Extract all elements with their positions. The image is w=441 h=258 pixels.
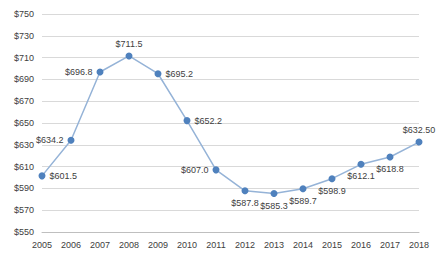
svg-text:2013: 2013 bbox=[264, 240, 284, 250]
svg-text:$652.2: $652.2 bbox=[195, 116, 223, 126]
svg-text:$730: $730 bbox=[14, 31, 34, 41]
svg-text:2005: 2005 bbox=[32, 240, 52, 250]
svg-text:2006: 2006 bbox=[61, 240, 81, 250]
svg-text:2010: 2010 bbox=[177, 240, 197, 250]
svg-text:$630: $630 bbox=[14, 140, 34, 150]
svg-text:$650: $650 bbox=[14, 118, 34, 128]
svg-text:$710: $710 bbox=[14, 53, 34, 63]
svg-text:$585.3: $585.3 bbox=[260, 201, 288, 211]
svg-text:$612.1: $612.1 bbox=[347, 171, 375, 181]
svg-text:$598.9: $598.9 bbox=[318, 186, 346, 196]
svg-text:$711.5: $711.5 bbox=[116, 39, 143, 49]
svg-text:$587.8: $587.8 bbox=[231, 198, 259, 208]
svg-text:$570: $570 bbox=[14, 205, 34, 215]
svg-text:$550: $550 bbox=[14, 227, 34, 237]
svg-text:$695.2: $695.2 bbox=[166, 69, 194, 79]
svg-text:2009: 2009 bbox=[148, 240, 168, 250]
svg-text:$590: $590 bbox=[14, 183, 34, 193]
svg-text:$610: $610 bbox=[14, 162, 34, 172]
svg-text:2017: 2017 bbox=[380, 240, 400, 250]
svg-text:2012: 2012 bbox=[235, 240, 255, 250]
svg-text:$607.0: $607.0 bbox=[181, 165, 209, 175]
svg-text:$750: $750 bbox=[14, 9, 34, 19]
svg-text:2011: 2011 bbox=[206, 240, 225, 250]
svg-text:$618.8: $618.8 bbox=[376, 164, 404, 174]
svg-text:2014: 2014 bbox=[293, 240, 313, 250]
svg-text:$690: $690 bbox=[14, 74, 34, 84]
svg-text:$589.7: $589.7 bbox=[289, 196, 317, 206]
svg-text:2018: 2018 bbox=[409, 240, 429, 250]
svg-text:$670: $670 bbox=[14, 96, 34, 106]
svg-text:2008: 2008 bbox=[119, 240, 139, 250]
svg-text:2016: 2016 bbox=[351, 240, 371, 250]
svg-text:$696.8: $696.8 bbox=[65, 67, 93, 77]
svg-text:2007: 2007 bbox=[90, 240, 110, 250]
svg-text:$632.50: $632.50 bbox=[403, 125, 436, 135]
svg-text:2015: 2015 bbox=[322, 240, 342, 250]
svg-text:$634.2: $634.2 bbox=[36, 135, 64, 145]
svg-text:$601.5: $601.5 bbox=[50, 171, 78, 181]
